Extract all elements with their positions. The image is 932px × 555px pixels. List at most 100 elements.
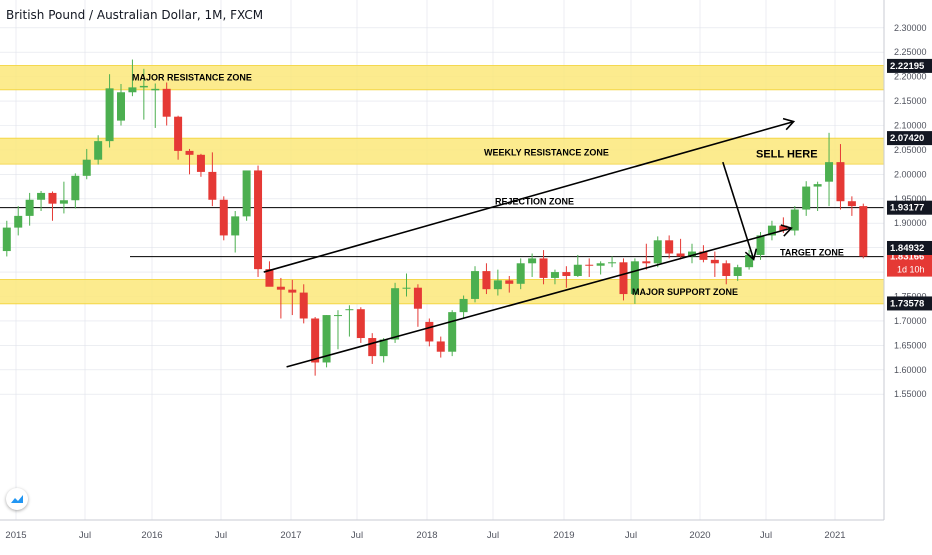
candle[interactable]: [528, 258, 537, 264]
candle[interactable]: [836, 162, 845, 202]
target-zone-label: TARGET ZONE: [780, 248, 844, 258]
candle[interactable]: [82, 159, 91, 176]
candle[interactable]: [311, 318, 320, 363]
candles: [2, 59, 868, 376]
drawings: [263, 117, 796, 368]
price-label-box[interactable]: [887, 296, 932, 311]
candle[interactable]: [356, 309, 365, 339]
candle[interactable]: [71, 175, 80, 201]
candle[interactable]: [94, 141, 103, 160]
candle[interactable]: [105, 88, 114, 142]
candle[interactable]: [413, 287, 422, 309]
candle[interactable]: [562, 272, 571, 276]
candle[interactable]: [642, 261, 651, 264]
candle[interactable]: [322, 315, 331, 363]
price-label-text: 2.07420: [890, 133, 924, 144]
price-label-text: 1.83166: [890, 252, 924, 263]
time-tick-label: 2015: [5, 530, 26, 541]
candle[interactable]: [722, 263, 731, 276]
projection-arrow: [722, 161, 755, 260]
candle[interactable]: [710, 259, 719, 264]
candle[interactable]: [2, 227, 11, 252]
candle[interactable]: [139, 85, 148, 88]
candle[interactable]: [379, 339, 388, 357]
price-tick-label: 1.70000: [894, 316, 927, 326]
candle[interactable]: [802, 186, 811, 210]
candle[interactable]: [288, 289, 297, 293]
candle[interactable]: [425, 321, 434, 342]
price-label-box[interactable]: [887, 131, 932, 146]
candle[interactable]: [573, 264, 582, 276]
sell-here-label: SELL HERE: [756, 148, 818, 160]
price-label-box[interactable]: [887, 58, 932, 73]
candle[interactable]: [813, 184, 822, 187]
candle[interactable]: [790, 209, 799, 231]
candle[interactable]: [368, 338, 377, 357]
candle[interactable]: [14, 215, 23, 228]
candle[interactable]: [208, 171, 217, 200]
candle[interactable]: [676, 253, 685, 257]
time-tick-label: 2017: [280, 530, 301, 541]
candle[interactable]: [265, 269, 274, 287]
candle[interactable]: [48, 192, 57, 204]
candle[interactable]: [779, 225, 788, 231]
candle[interactable]: [699, 251, 708, 260]
candle[interactable]: [162, 88, 171, 117]
time-tick-label: 2019: [553, 530, 574, 541]
tradingview-logo-icon[interactable]: [6, 488, 28, 510]
candle[interactable]: [688, 251, 696, 257]
candle[interactable]: [733, 267, 742, 276]
candle[interactable]: [254, 170, 263, 270]
candle[interactable]: [471, 271, 480, 299]
time-tick-label: Jul: [351, 530, 363, 541]
candle[interactable]: [242, 170, 251, 217]
candle[interactable]: [619, 262, 628, 295]
candle[interactable]: [482, 271, 491, 290]
candle[interactable]: [825, 162, 834, 182]
candle[interactable]: [231, 216, 240, 236]
tradingview-logo-icon-shape: [11, 495, 23, 503]
price-label-box[interactable]: [887, 200, 932, 215]
candle[interactable]: [653, 240, 662, 264]
candle[interactable]: [151, 88, 160, 91]
candle[interactable]: [37, 192, 46, 200]
candle[interactable]: [219, 199, 228, 236]
candle[interactable]: [550, 272, 559, 278]
candle[interactable]: [25, 199, 34, 216]
candle[interactable]: [756, 235, 765, 255]
candle[interactable]: [493, 280, 502, 290]
candle[interactable]: [608, 262, 617, 264]
candle[interactable]: [459, 298, 468, 313]
candle[interactable]: [391, 288, 400, 340]
candle[interactable]: [345, 309, 354, 311]
price-tick-label: 2.15000: [894, 96, 927, 106]
candle[interactable]: [665, 240, 674, 254]
candle[interactable]: [402, 287, 411, 289]
candle[interactable]: [185, 150, 194, 155]
candle[interactable]: [596, 263, 605, 266]
candle[interactable]: [448, 312, 457, 352]
candle[interactable]: [516, 263, 525, 284]
candle[interactable]: [767, 225, 776, 236]
candle[interactable]: [117, 92, 125, 121]
candle[interactable]: [505, 280, 514, 284]
candle[interactable]: [196, 154, 205, 172]
candle[interactable]: [859, 206, 868, 257]
candle[interactable]: [174, 116, 183, 151]
candle[interactable]: [847, 201, 856, 207]
candle[interactable]: [745, 254, 754, 268]
candle[interactable]: [333, 315, 342, 317]
candle[interactable]: [59, 200, 68, 204]
candle[interactable]: [539, 258, 548, 278]
zone-band-2: [0, 279, 884, 304]
price-label-box[interactable]: [887, 240, 932, 255]
candle[interactable]: [299, 292, 308, 319]
candle[interactable]: [436, 341, 445, 352]
candle[interactable]: [585, 264, 594, 266]
time-tick-label: Jul: [79, 530, 91, 541]
candle[interactable]: [128, 87, 137, 93]
candle[interactable]: [630, 261, 639, 295]
candle[interactable]: [276, 286, 285, 290]
